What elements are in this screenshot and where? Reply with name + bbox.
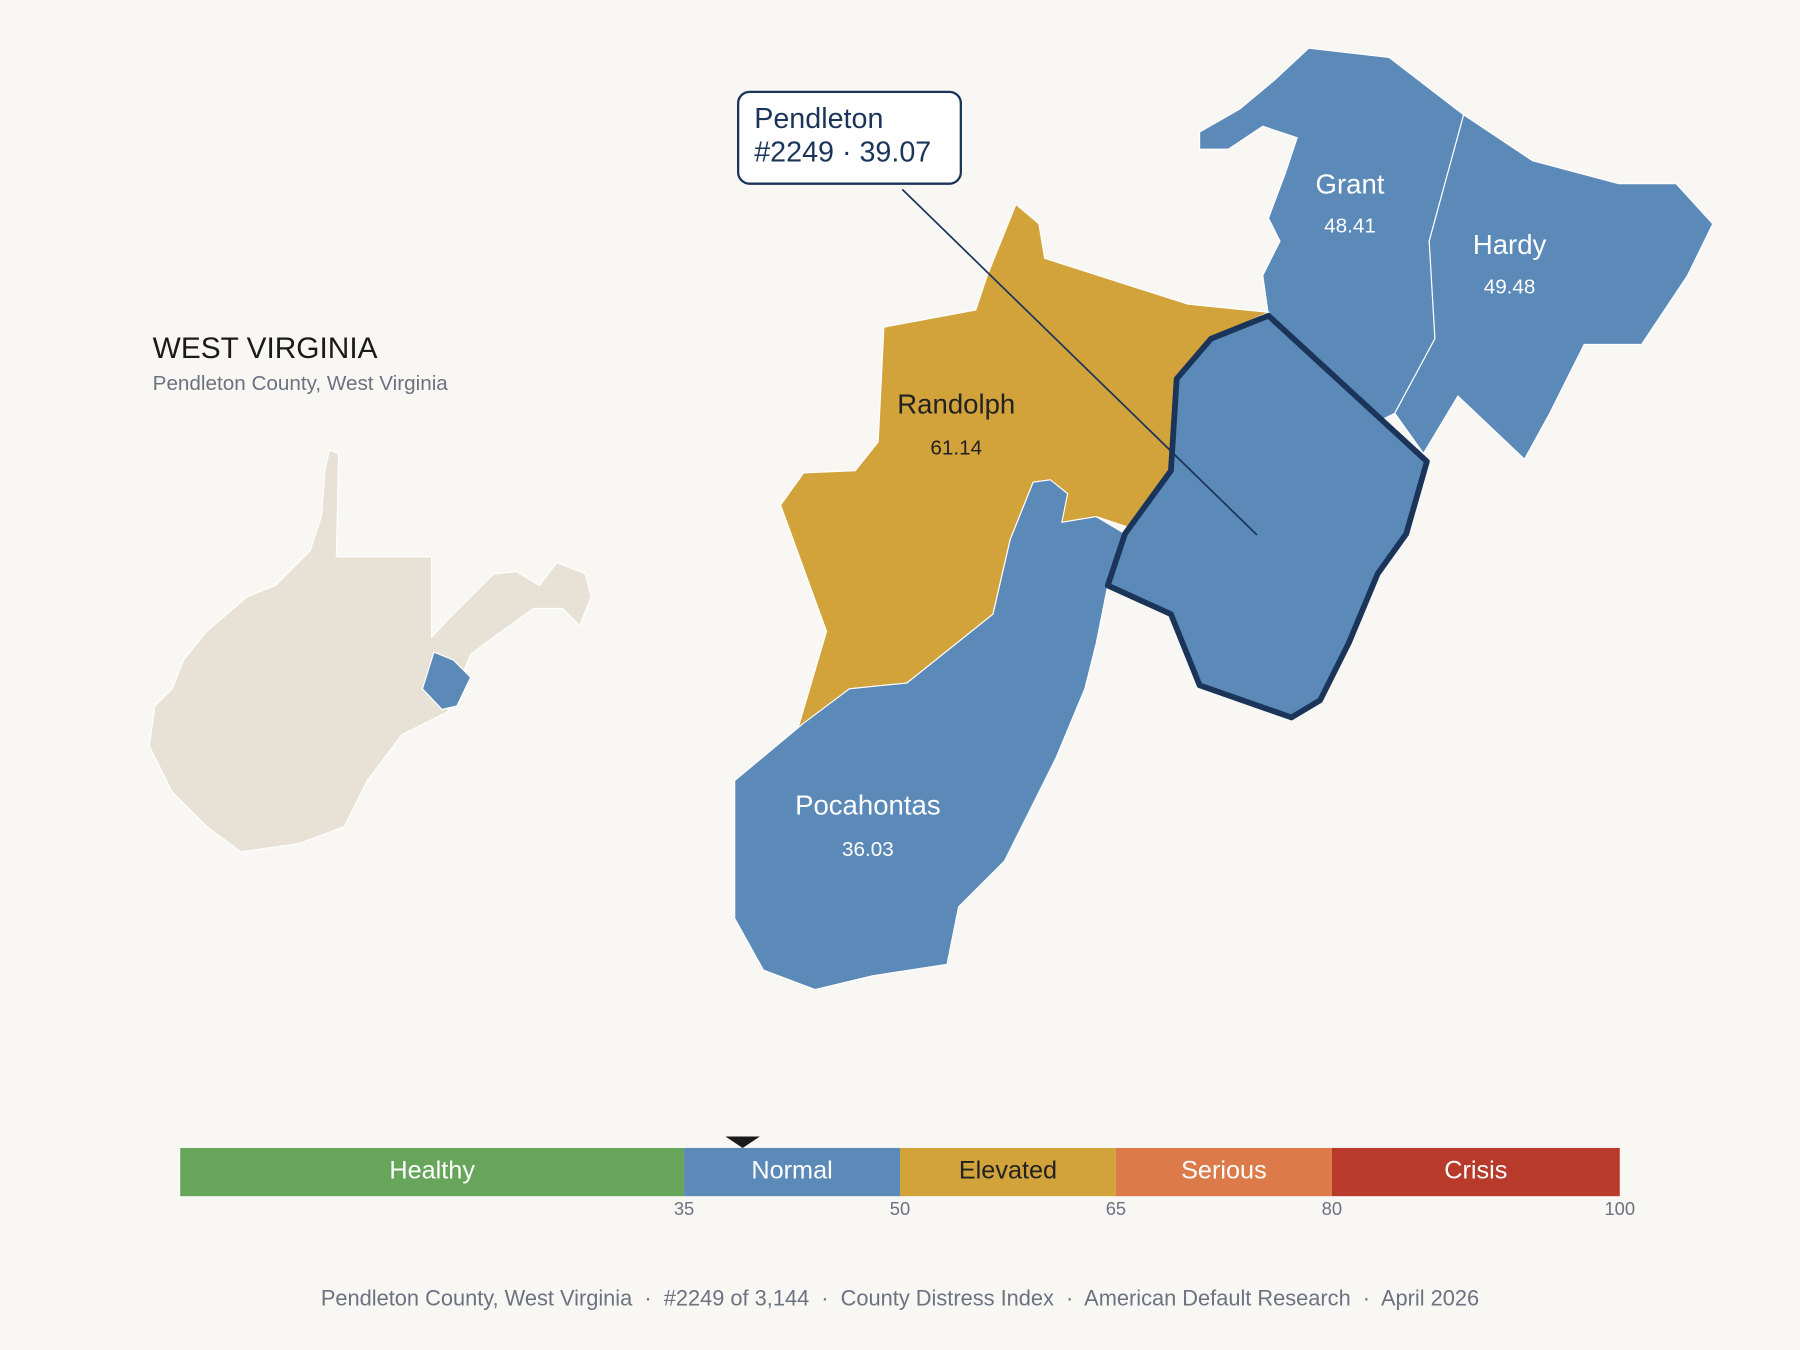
state-inset [148, 449, 592, 853]
legend-marker [725, 1136, 760, 1148]
legend-tick-label: 65 [1106, 1198, 1126, 1219]
legend-tick-label: 100 [1604, 1198, 1635, 1219]
legend-label: Healthy [389, 1157, 475, 1185]
inset-county [421, 651, 472, 711]
legend-tick-label: 50 [890, 1198, 910, 1219]
legend-label: Serious [1181, 1157, 1267, 1185]
subtitle: Pendleton County, West Virginia [153, 372, 449, 395]
county-name: Hardy [1473, 229, 1547, 260]
title: WEST VIRGINIA [153, 332, 378, 365]
selected-county[interactable] [1104, 312, 1430, 721]
legend-tick-label: 80 [1322, 1198, 1342, 1219]
legend-label: Normal [751, 1157, 832, 1185]
county-value: 36.03 [842, 838, 894, 861]
county-name: Grant [1316, 168, 1385, 199]
county-name: Randolph [897, 389, 1015, 420]
county-value: 48.41 [1324, 215, 1376, 238]
county-name: Pocahontas [795, 789, 941, 820]
counties [734, 47, 1714, 991]
legend-band [180, 1147, 685, 1197]
county-value: 49.48 [1484, 276, 1536, 299]
legend: Healthy Normal Elevated Serious Crisis 35 50 65… [180, 1136, 1635, 1219]
footer: Pendleton County, West Virginia · #2249 … [321, 1285, 1479, 1310]
callout-leader [901, 188, 1258, 536]
legend-label: Elevated [959, 1157, 1057, 1185]
legend-band [900, 1147, 1116, 1197]
county-value: 61.14 [930, 436, 982, 459]
legend-label: Crisis [1444, 1157, 1507, 1185]
county-shape[interactable] [1394, 113, 1714, 461]
legend-tick-label: 35 [674, 1198, 694, 1219]
callout-box [736, 90, 962, 185]
legend-band [1331, 1147, 1620, 1197]
legend-band [1115, 1147, 1332, 1197]
callout-name: Pendleton [754, 103, 883, 135]
callout-rank: #2249 · 39.07 [754, 136, 931, 168]
legend-band [684, 1147, 900, 1197]
